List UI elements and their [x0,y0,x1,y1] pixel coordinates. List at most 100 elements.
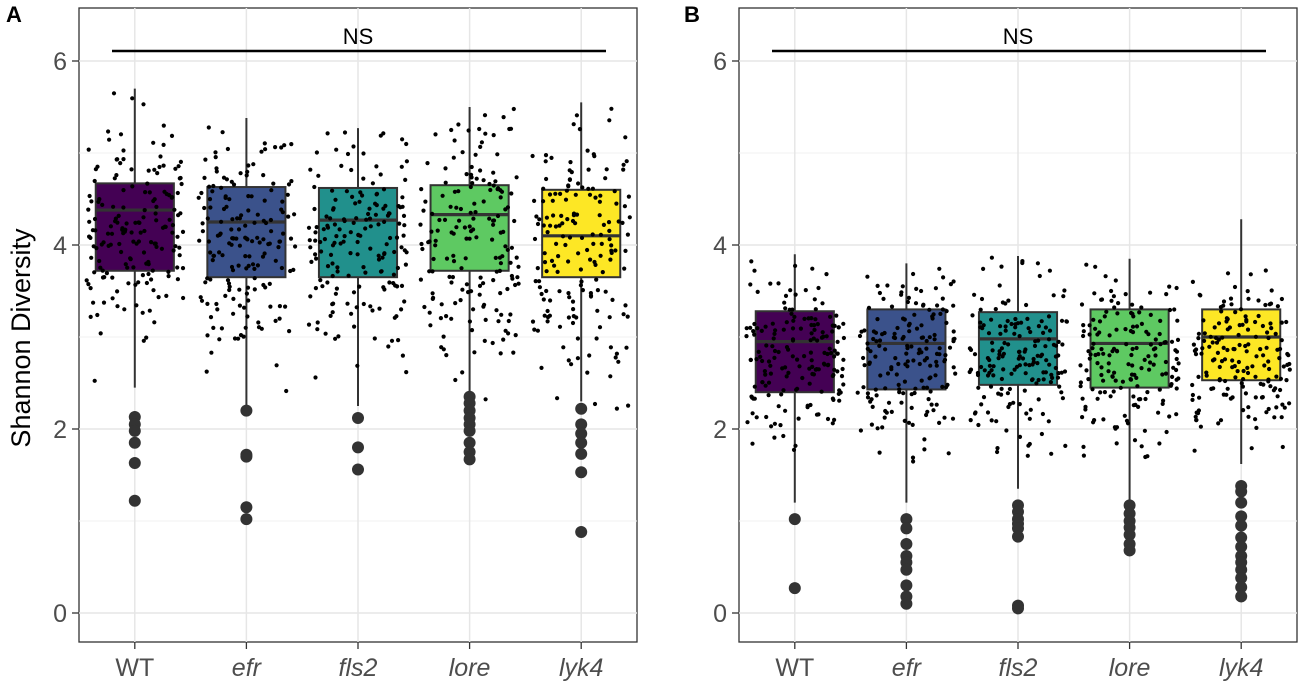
observation-point [314,256,319,261]
observation-point [793,292,798,297]
observation-point [358,190,363,195]
observation-point [1006,342,1011,347]
observation-point [206,239,211,244]
observation-point [325,264,331,269]
observation-point [315,320,320,325]
observation-point [1286,353,1291,358]
observation-point [157,164,162,170]
observation-point [913,386,918,391]
observation-point [938,311,943,316]
observation-point [387,211,392,216]
observation-point [997,349,1002,354]
observation-point [333,336,338,341]
observation-point [1142,357,1147,362]
observation-point [978,307,983,312]
observation-point [89,255,94,260]
observation-point [115,157,120,162]
observation-point [199,298,205,303]
observation-point [442,217,448,222]
observation-point [614,406,620,411]
observation-point [1190,397,1195,402]
observation-point [561,345,566,350]
observation-point [214,166,219,171]
observation-point [755,289,760,294]
observation-point [107,137,112,142]
observation-point [220,253,225,258]
observation-point [316,173,321,178]
observation-point [138,230,143,235]
observation-point [1051,293,1056,298]
observation-point [1124,418,1130,423]
observation-point [1214,340,1220,345]
observation-point [372,336,377,341]
observation-point [894,372,899,377]
observation-point [378,172,383,177]
observation-point [1265,330,1270,335]
observation-point [1134,345,1139,351]
observation-point [883,408,888,414]
observation-point [312,206,317,212]
observation-point [763,324,768,329]
outlier-point [900,579,913,592]
observation-point [1254,425,1259,430]
observation-point [933,373,938,378]
observation-point [261,282,266,288]
observation-point [460,370,465,375]
observation-point [547,313,553,318]
observation-point [808,350,814,355]
observation-point [513,333,518,338]
observation-point [809,358,814,363]
observation-point [931,408,936,413]
observation-point [760,380,765,385]
observation-point [820,330,825,335]
box-lore [418,106,521,466]
observation-point [893,335,898,341]
observation-point [569,170,574,175]
observation-point [1092,291,1097,296]
observation-point [944,320,949,325]
observation-point [1169,339,1175,344]
observation-point [1268,384,1273,389]
observation-point [1029,377,1035,383]
observation-point [972,292,977,297]
panel-b-significance-label: NS [1003,24,1034,49]
observation-point [219,326,224,331]
observation-point [766,380,772,385]
observation-point [136,220,141,225]
observation-point [871,329,877,334]
observation-point [498,291,503,296]
observation-point [881,296,886,301]
observation-point [1281,364,1286,369]
observation-point [288,236,294,241]
observation-point [623,303,628,308]
observation-point [1223,378,1228,384]
observation-point [535,328,541,333]
observation-point [500,254,505,259]
observation-point [1167,307,1173,313]
observation-point [1194,418,1199,423]
observation-point [586,167,591,172]
observation-point [161,163,166,168]
observation-point [566,259,571,264]
observation-point [553,191,558,196]
observation-point [396,338,401,343]
observation-point [1253,334,1258,339]
observation-point [751,329,756,334]
observation-point [827,346,832,351]
observation-point [249,194,254,199]
box-lyk4 [1190,219,1292,603]
observation-point [600,270,605,275]
observation-point [503,244,508,249]
box-body [541,188,622,279]
observation-point [368,304,373,309]
observation-point [976,385,981,390]
observation-point [134,241,139,246]
observation-point [494,308,499,313]
observation-point [1023,371,1028,376]
observation-point [985,410,991,415]
outlier-point [352,463,364,476]
observation-point [1080,415,1085,420]
observation-point [481,281,486,286]
observation-point [330,273,335,279]
observation-point [951,329,956,334]
